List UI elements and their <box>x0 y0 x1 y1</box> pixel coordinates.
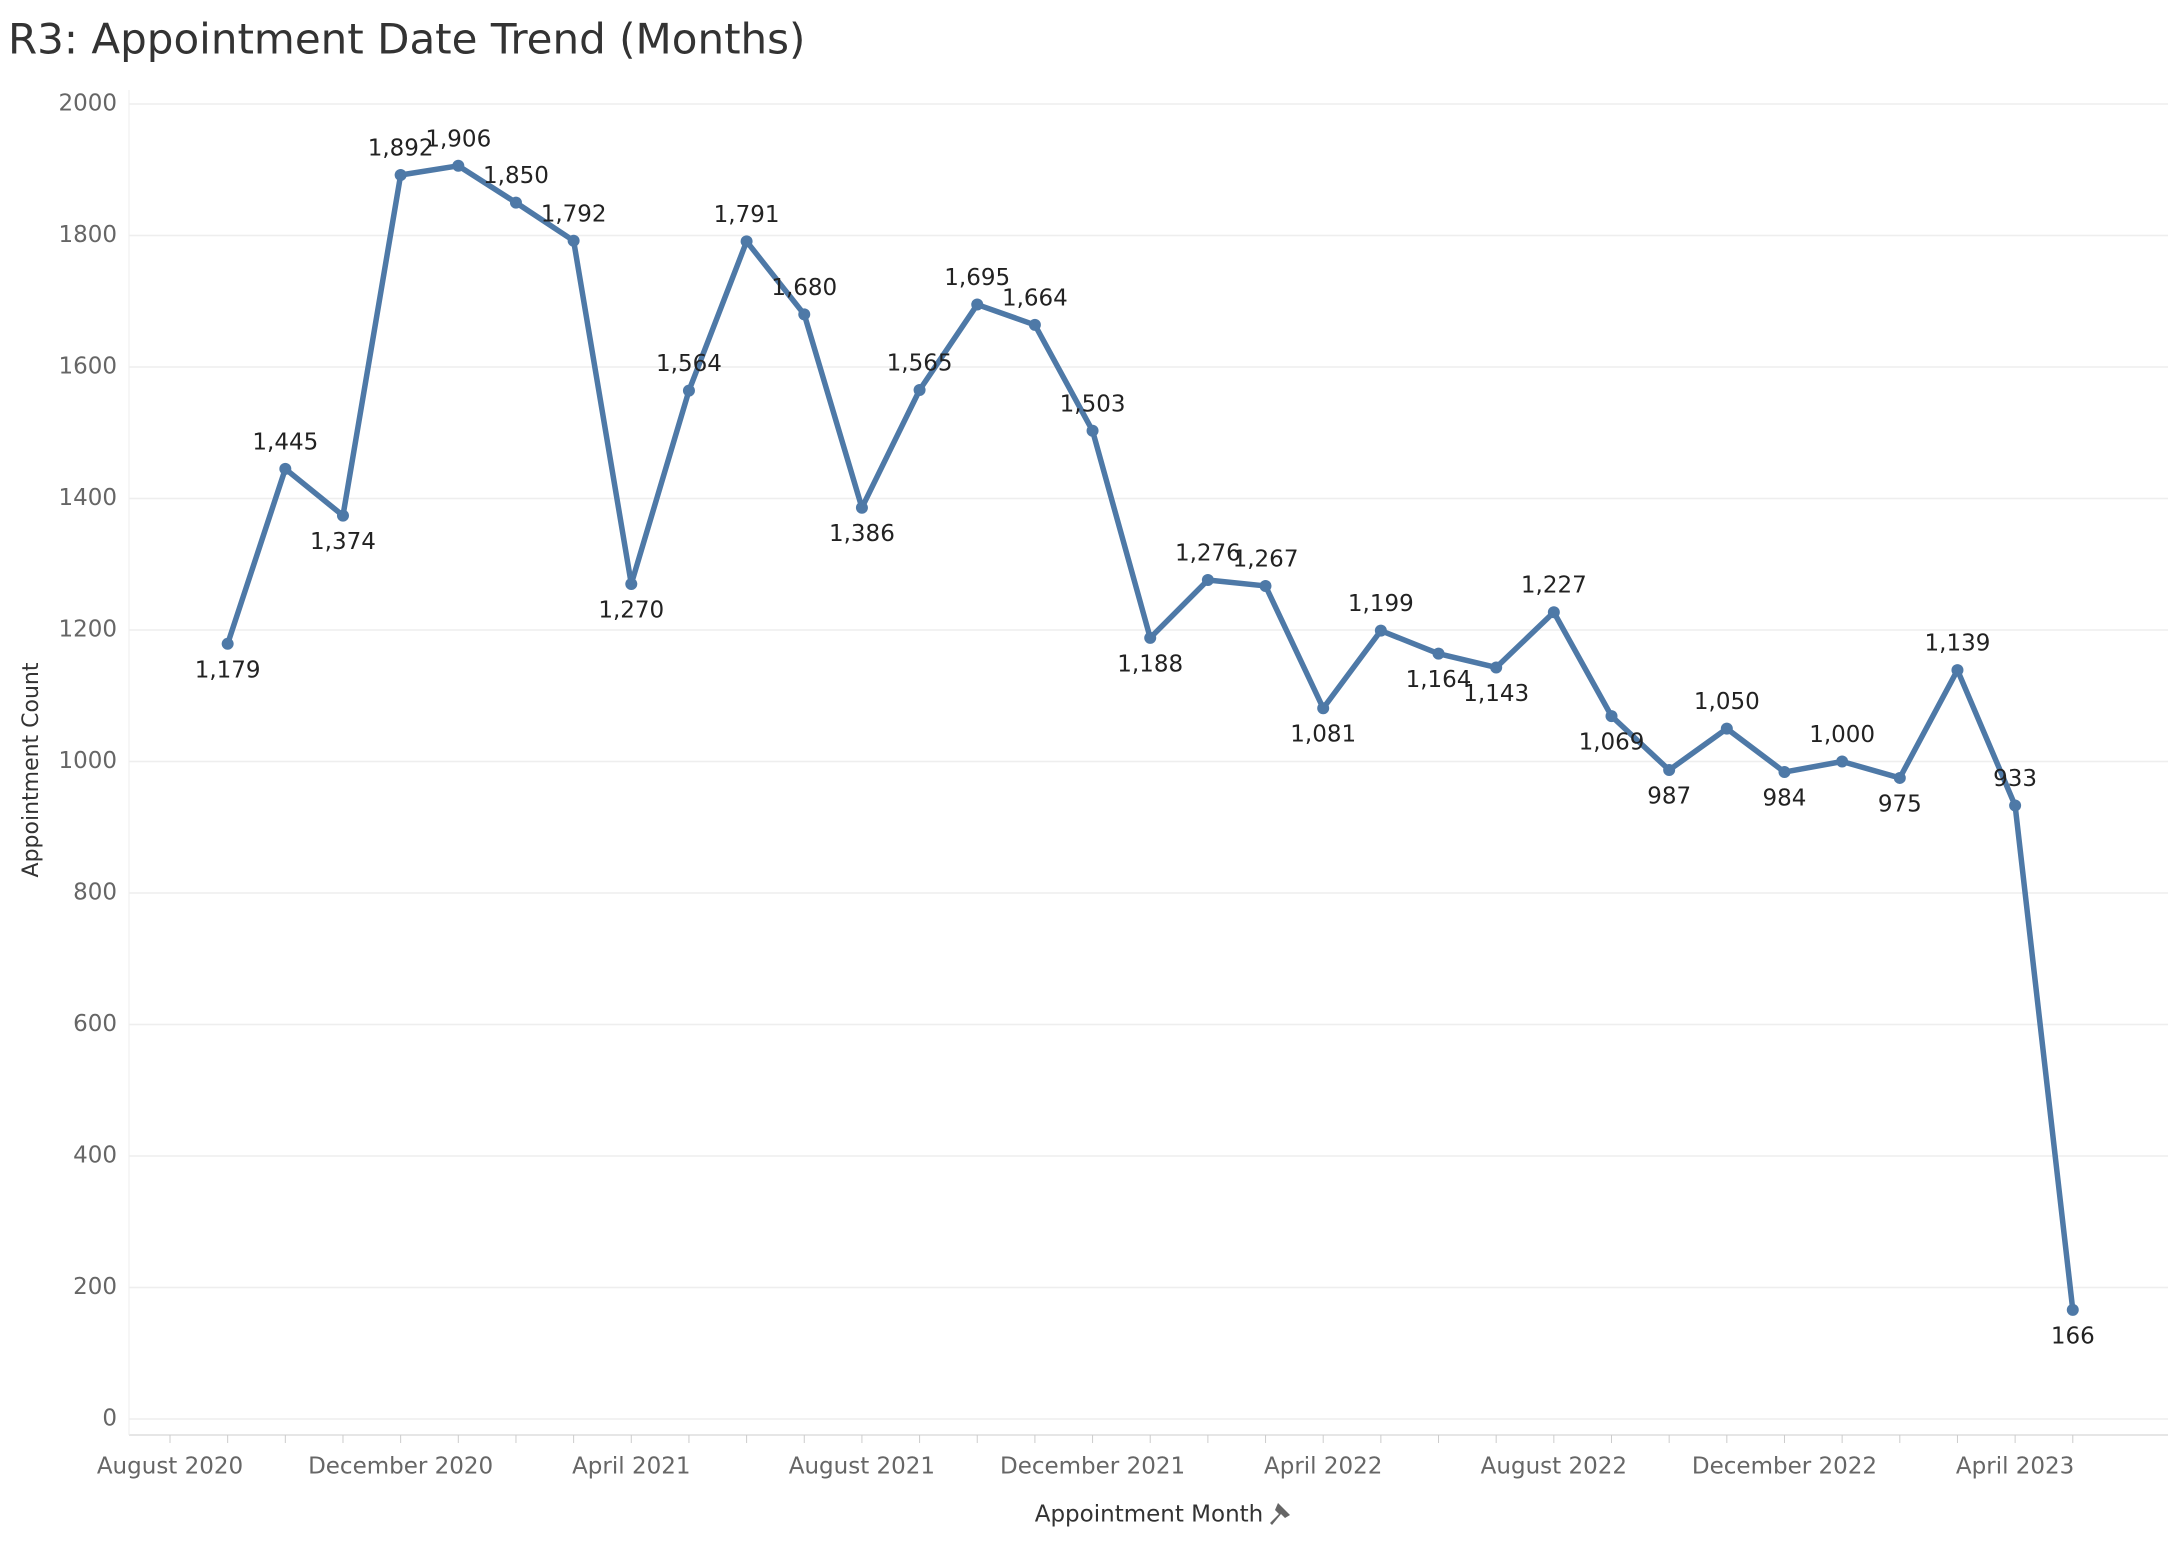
value-label: 984 <box>1763 786 1807 812</box>
value-label: 1,143 <box>1463 681 1529 707</box>
value-label: 1,906 <box>425 126 491 152</box>
value-label: 1,050 <box>1694 689 1760 715</box>
y-tick-label: 0 <box>102 1406 117 1432</box>
point <box>1432 647 1445 660</box>
point <box>740 235 753 248</box>
value-label: 1,270 <box>598 597 664 623</box>
x-tick-label: April 2021 <box>572 1454 690 1480</box>
point <box>1317 702 1330 715</box>
value-label: 1,188 <box>1117 651 1183 677</box>
point <box>682 384 695 397</box>
point <box>1259 579 1272 592</box>
point <box>1836 755 1849 768</box>
value-label: 166 <box>2051 1323 2095 1349</box>
y-tick-label: 1000 <box>58 748 117 774</box>
point <box>798 308 811 321</box>
point <box>567 234 580 247</box>
point <box>1951 664 1964 677</box>
point <box>1605 710 1618 723</box>
value-label: 1,565 <box>887 351 953 377</box>
value-label: 1,386 <box>829 521 895 547</box>
value-label: 1,139 <box>1925 631 1991 657</box>
value-label: 1,374 <box>310 529 376 555</box>
value-label: 1,199 <box>1348 591 1414 617</box>
x-tick-label: August 2022 <box>1481 1454 1627 1480</box>
y-tick-label: 2000 <box>58 91 117 117</box>
point <box>1028 318 1041 331</box>
value-label: 1,791 <box>714 202 780 228</box>
x-tick-label: August 2021 <box>789 1454 935 1480</box>
x-tick-label: December 2021 <box>1000 1454 1185 1480</box>
point <box>279 462 292 475</box>
value-label: 1,564 <box>656 351 722 377</box>
point <box>1720 722 1733 735</box>
point <box>1374 624 1387 637</box>
point <box>452 159 465 172</box>
y-axis-title: Appointment Count <box>19 662 44 877</box>
point <box>971 298 984 311</box>
y-tick-label: 400 <box>73 1143 117 1169</box>
value-label: 1,792 <box>541 201 607 227</box>
y-tick-label: 1400 <box>58 485 117 511</box>
x-tick-label: December 2022 <box>1692 1454 1877 1480</box>
x-tick-label: April 2023 <box>1956 1454 2074 1480</box>
value-label: 1,276 <box>1175 541 1241 567</box>
x-tick-label: December 2020 <box>308 1454 493 1480</box>
point <box>1778 766 1791 779</box>
point <box>1547 606 1560 619</box>
point <box>509 196 522 209</box>
value-label: 1,445 <box>252 429 318 455</box>
point <box>336 509 349 522</box>
value-label: 1,069 <box>1579 730 1645 756</box>
value-label: 1,680 <box>771 275 837 301</box>
y-tick-label: 800 <box>73 880 117 906</box>
point <box>221 637 234 650</box>
y-tick-label: 1200 <box>58 617 117 643</box>
value-label: 1,000 <box>1809 722 1875 748</box>
value-label: 1,664 <box>1002 285 1068 311</box>
point <box>1490 661 1503 674</box>
point <box>625 577 638 590</box>
y-tick-label: 200 <box>73 1274 117 1300</box>
point <box>2009 799 2022 812</box>
point <box>1201 574 1214 587</box>
point <box>394 169 407 182</box>
point <box>913 384 926 397</box>
value-label: 987 <box>1647 784 1691 810</box>
value-label: 1,695 <box>944 265 1010 291</box>
value-label: 1,164 <box>1406 667 1472 693</box>
chart-title: R3: Appointment Date Trend (Months) <box>8 15 805 64</box>
x-tick-label: April 2022 <box>1264 1454 1382 1480</box>
point <box>1086 424 1099 437</box>
point <box>2066 1303 2079 1316</box>
value-label: 1,227 <box>1521 573 1587 599</box>
value-label: 933 <box>1993 766 2037 792</box>
value-label: 1,081 <box>1290 722 1356 748</box>
y-tick-label: 1800 <box>58 222 117 248</box>
value-label: 1,892 <box>368 136 434 162</box>
point <box>855 501 868 514</box>
line <box>225 163 2076 1311</box>
y-tick-label: 1600 <box>58 354 117 380</box>
x-axis-title: Appointment Month <box>1035 1502 1264 1528</box>
pin-icon <box>1270 1503 1290 1525</box>
value-label: 1,179 <box>195 657 261 683</box>
value-label: 1,850 <box>483 163 549 189</box>
y-tick-label: 600 <box>73 1011 117 1037</box>
point <box>1663 764 1676 777</box>
value-label: 1,503 <box>1060 391 1126 417</box>
value-label: 975 <box>1878 791 1922 817</box>
point <box>1893 771 1906 784</box>
point <box>1144 631 1157 644</box>
x-tick-label: August 2020 <box>97 1454 243 1480</box>
value-label: 1,267 <box>1233 546 1299 572</box>
